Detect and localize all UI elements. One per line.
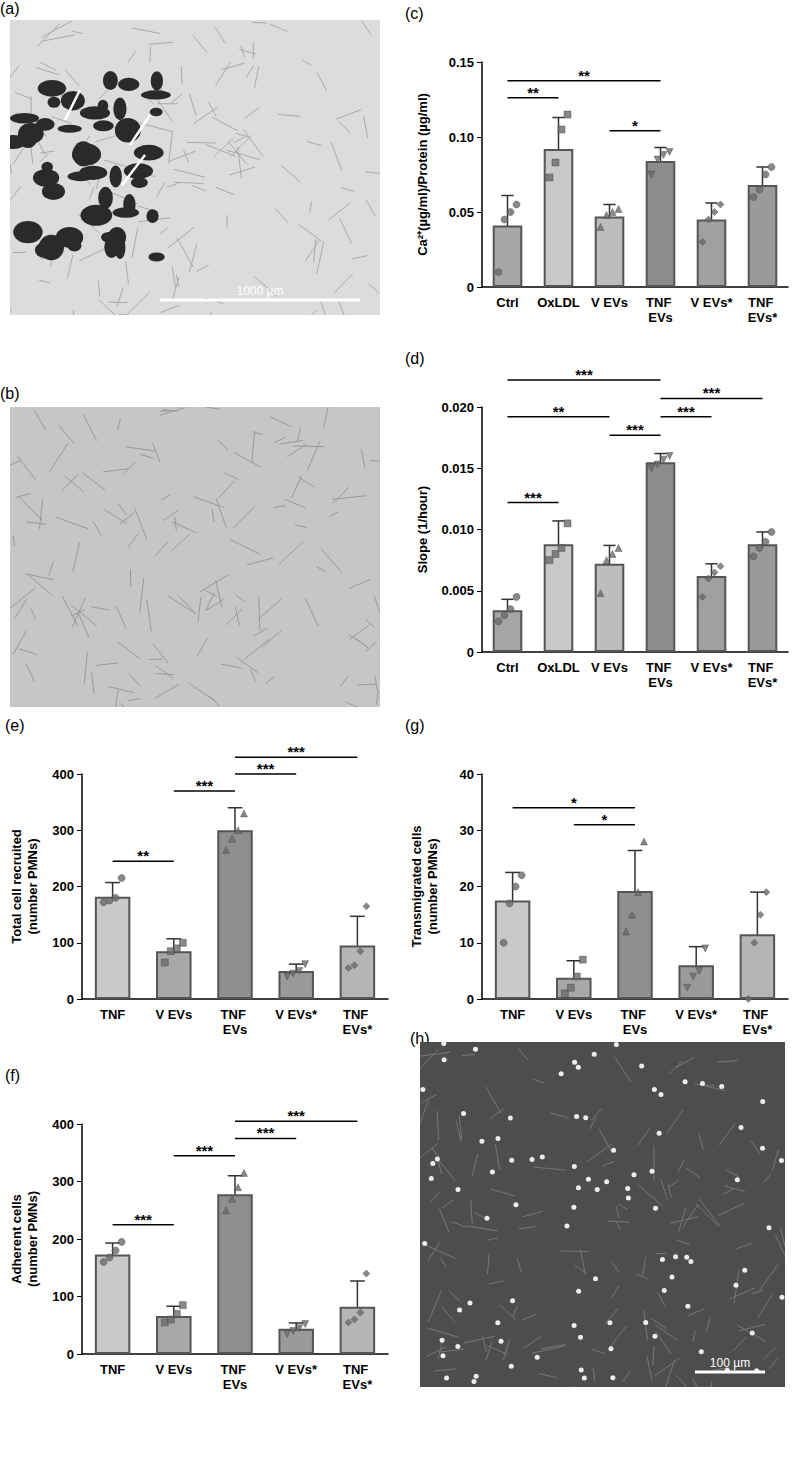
svg-text:400: 400 — [52, 767, 74, 782]
svg-text:1000 µm: 1000 µm — [237, 284, 284, 298]
svg-text:(e): (e) — [5, 717, 25, 734]
svg-text:*: * — [571, 794, 577, 811]
svg-text:(f): (f) — [5, 1067, 20, 1084]
svg-text:200: 200 — [52, 879, 74, 894]
svg-text:V EVs: V EVs — [155, 1007, 192, 1022]
svg-text:0: 0 — [467, 645, 474, 660]
svg-text:100 µm: 100 µm — [710, 1356, 750, 1370]
svg-text:**: ** — [553, 403, 565, 420]
svg-text:EVs*: EVs* — [748, 310, 779, 325]
svg-text:0.05: 0.05 — [449, 205, 474, 220]
svg-text:EVs*: EVs* — [743, 1022, 774, 1037]
svg-text:**: ** — [578, 67, 590, 84]
svg-text:(number PMNs): (number PMNs) — [425, 838, 440, 934]
svg-text:TNF: TNF — [221, 1007, 250, 1022]
svg-text:***: *** — [196, 777, 214, 794]
svg-text:400: 400 — [52, 1117, 74, 1132]
svg-text:TNF: TNF — [646, 295, 675, 310]
svg-text:(c): (c) — [405, 5, 424, 22]
svg-text:Slope (1/hour): Slope (1/hour) — [415, 486, 430, 573]
svg-text:EVs*: EVs* — [748, 675, 779, 690]
svg-text:***: *** — [257, 1124, 275, 1141]
svg-text:0.15: 0.15 — [449, 55, 474, 70]
svg-text:OxLDL: OxLDL — [537, 660, 580, 675]
svg-text:0: 0 — [67, 992, 74, 1007]
svg-text:***: *** — [287, 1107, 305, 1124]
svg-text:TNF: TNF — [100, 1362, 125, 1377]
svg-text:TNF: TNF — [343, 1362, 372, 1377]
svg-text:Ca²⁺(µg/ml)/Protein (µg/ml): Ca²⁺(µg/ml)/Protein (µg/ml) — [415, 93, 430, 256]
svg-text:0.010: 0.010 — [441, 522, 474, 537]
svg-text:30: 30 — [460, 823, 474, 838]
svg-text:***: *** — [134, 1211, 152, 1228]
svg-text:***: *** — [575, 366, 593, 383]
svg-text:V EVs*: V EVs* — [275, 1007, 318, 1022]
svg-text:V EVs: V EVs — [155, 1362, 192, 1377]
svg-text:**: ** — [527, 84, 539, 101]
svg-text:TNF: TNF — [500, 1007, 525, 1022]
svg-text:TNF: TNF — [646, 660, 675, 675]
svg-text:***: *** — [677, 403, 695, 420]
svg-text:V EVs*: V EVs* — [675, 1007, 718, 1022]
svg-text:***: *** — [257, 760, 275, 777]
svg-text:(number PMNs): (number PMNs) — [25, 1191, 40, 1287]
svg-text:(g): (g) — [405, 717, 425, 734]
svg-text:TNF: TNF — [221, 1362, 250, 1377]
svg-text:OxLDL: OxLDL — [537, 295, 580, 310]
svg-text:10: 10 — [460, 935, 474, 950]
html-text:(b): (b) — [0, 385, 20, 402]
svg-text:EVs: EVs — [623, 1022, 648, 1037]
svg-text:200: 200 — [52, 1232, 74, 1247]
svg-text:TNF: TNF — [621, 1007, 650, 1022]
svg-text:300: 300 — [52, 1174, 74, 1189]
svg-text:0.020: 0.020 — [441, 400, 474, 415]
svg-text:TNF: TNF — [343, 1007, 372, 1022]
html-text:(h): (h) — [410, 1030, 430, 1047]
svg-text:Ctrl: Ctrl — [496, 295, 518, 310]
svg-text:V EVs: V EVs — [591, 660, 628, 675]
svg-text:0: 0 — [467, 280, 474, 295]
svg-text:(d): (d) — [405, 350, 425, 367]
svg-text:100: 100 — [52, 1289, 74, 1304]
svg-text:EVs*: EVs* — [343, 1377, 374, 1392]
svg-text:Adherent cells: Adherent cells — [9, 1194, 24, 1284]
svg-text:0.015: 0.015 — [441, 461, 474, 476]
svg-text:V EVs: V EVs — [591, 295, 628, 310]
svg-text:TNF: TNF — [748, 295, 777, 310]
svg-text:TNF: TNF — [100, 1007, 125, 1022]
html-text:(a): (a) — [0, 0, 20, 17]
svg-text:***: *** — [524, 489, 542, 506]
svg-text:V EVs: V EVs — [555, 1007, 592, 1022]
svg-text:***: *** — [626, 421, 644, 438]
svg-text:Transmigrated cells: Transmigrated cells — [409, 825, 424, 947]
svg-text:***: *** — [287, 743, 305, 760]
svg-text:EVs: EVs — [223, 1377, 248, 1392]
svg-text:EVs*: EVs* — [343, 1022, 374, 1037]
svg-text:300: 300 — [52, 823, 74, 838]
svg-text:TNF: TNF — [748, 660, 777, 675]
svg-text:***: *** — [196, 1142, 214, 1159]
svg-text:V EVs*: V EVs* — [275, 1362, 318, 1377]
svg-text:*: * — [601, 811, 607, 828]
svg-text:EVs: EVs — [648, 310, 673, 325]
svg-text:0: 0 — [467, 992, 474, 1007]
svg-text:(number PMNs): (number PMNs) — [25, 838, 40, 934]
svg-text:TNF: TNF — [743, 1007, 772, 1022]
svg-text:***: *** — [703, 384, 721, 401]
svg-text:40: 40 — [460, 767, 474, 782]
svg-text:*: * — [632, 117, 638, 134]
svg-text:Total cell recruited: Total cell recruited — [9, 829, 24, 944]
svg-text:0.005: 0.005 — [441, 583, 474, 598]
svg-text:Ctrl: Ctrl — [496, 660, 518, 675]
svg-text:0: 0 — [67, 1347, 74, 1362]
svg-text:V EVs*: V EVs* — [691, 295, 734, 310]
svg-text:EVs: EVs — [223, 1022, 248, 1037]
svg-text:0.10: 0.10 — [449, 130, 474, 145]
svg-text:**: ** — [137, 847, 149, 864]
svg-text:EVs: EVs — [648, 675, 673, 690]
svg-text:20: 20 — [460, 879, 474, 894]
svg-text:V EVs*: V EVs* — [691, 660, 734, 675]
svg-text:100: 100 — [52, 935, 74, 950]
